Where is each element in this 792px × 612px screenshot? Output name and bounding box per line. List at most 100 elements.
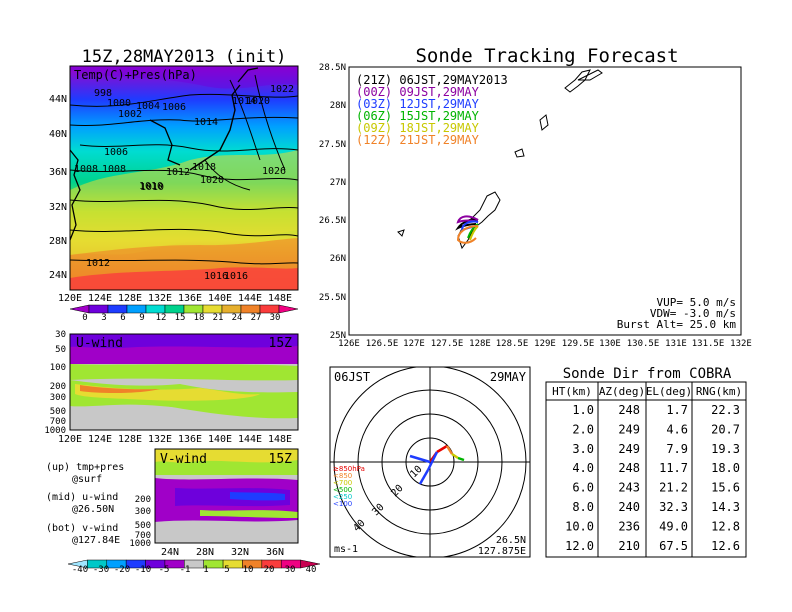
table-cell: 10.0 <box>565 519 594 533</box>
isobar-label: 1012 <box>166 167 190 178</box>
map-frame <box>69 65 299 291</box>
hodograph-segment <box>451 452 459 460</box>
hodograph-segment <box>436 444 448 454</box>
map-lat-tick: 24N <box>49 270 67 281</box>
sonde-tracks <box>455 215 479 244</box>
forecast-lon-tick: 131E <box>665 339 687 349</box>
table-cell: 32.3 <box>659 500 688 514</box>
forecast-lon-tick: 130.5E <box>627 339 660 349</box>
forecast-lon-tick: 126E <box>338 339 360 349</box>
wind-colorbar <box>67 559 321 569</box>
u-p-tick: 200 <box>50 382 66 392</box>
temp-cbar-swatch <box>145 304 166 314</box>
sonde-track <box>467 223 479 239</box>
u-lon-tick: 144E <box>238 434 262 445</box>
forecast-lon-tick: 132E <box>730 339 752 349</box>
wind-cbar-label: 30 <box>285 565 296 575</box>
wind-colorbar-labels: -40 -30 -20 -10 -5 -1 1 5 10 20 30 40 <box>72 565 317 575</box>
isobar-label: 1016 <box>224 271 248 282</box>
forecast-lat-tick: 25.5N <box>319 293 346 303</box>
polar-level-entry: <850 <box>333 472 352 480</box>
forecast-lat-tick: 26.5N <box>319 216 346 226</box>
table-cell: 20.7 <box>711 422 740 436</box>
u-p-tick: 700 <box>50 417 66 427</box>
v-p-tick: 1000 <box>129 539 151 549</box>
note-line: (mid) u-wind <box>46 492 118 503</box>
map-lat-ticks: 24N 28N 32N 36N 40N 44N <box>49 94 67 281</box>
table-cell: 1.7 <box>666 403 688 417</box>
forecast-lat-tick: 27.5N <box>319 140 346 150</box>
note-line: @26.50N <box>72 504 114 515</box>
forecast-params: VUP= 5.0 m/s VDW= -3.0 m/s Burst Alt= 25… <box>617 296 737 331</box>
temp-pressure-map: 15Z,28MAY2013 (init) <box>49 47 299 323</box>
isobar-label: 1004 <box>136 101 160 112</box>
isobar-labels: 998 1000 1002 1004 1006 1008 1010 1012 1… <box>74 84 294 282</box>
forecast-param: VUP= 5.0 m/s <box>657 296 736 309</box>
polar-lon: 127.875E <box>478 546 526 557</box>
isobar-label: 1012 <box>86 258 110 269</box>
hodograph-segment <box>445 445 454 455</box>
u-wind-panel: U-wind 15Z 30 50 100 200 300 500 700 100… <box>44 330 299 445</box>
isobar-label: 1010 <box>140 182 164 193</box>
forecast-lon-tick: 130E <box>599 339 621 349</box>
isobar-label: 1026 <box>262 166 286 177</box>
forecast-legend-entry: (06Z) 15JST,29MAY <box>356 109 480 123</box>
polar-level-entry: <100 <box>333 500 352 508</box>
sonde-track <box>456 225 479 244</box>
isobar-label: 998 <box>94 88 112 99</box>
map-lat-tick: 44N <box>49 94 67 105</box>
u-lon-tick: 148E <box>268 434 292 445</box>
note-line: @127.84E <box>72 535 120 546</box>
temp-cbar-swatch <box>164 304 185 314</box>
table-header: EL(deg) <box>646 385 692 398</box>
left-panel-title: 15Z,28MAY2013 (init) <box>82 47 287 67</box>
forecast-lon-tick: 129.5E <box>562 339 595 349</box>
forecast-lon-tick: 128.5E <box>496 339 529 349</box>
polar-lat: 26.5N <box>496 535 526 546</box>
forecast-lon-tick: 131.5E <box>692 339 725 349</box>
polar-level-entry: <250 <box>333 493 352 501</box>
isobar-label: 1008 <box>102 164 126 175</box>
wind-cbar-label: -30 <box>93 565 109 575</box>
isobar-label: 1016 <box>204 271 228 282</box>
map-lon-tick: 148E <box>268 293 292 304</box>
forecast-lat-tick: 26N <box>330 254 346 264</box>
hodograph-segments <box>409 444 465 485</box>
temp-cbar-label: 15 <box>175 313 186 323</box>
table-cell: 248 <box>618 403 640 417</box>
forecast-legend-entry: (00Z) 09JST,29MAY <box>356 85 480 99</box>
table-cell: 249 <box>618 422 640 436</box>
table-cell: 2.0 <box>572 422 594 436</box>
wind-cbar-label: -40 <box>72 565 88 575</box>
forecast-legend-entry: (09Z) 18JST,29MAY <box>356 121 480 135</box>
table-cell: 6.0 <box>572 481 594 495</box>
wind-cbar-label: 20 <box>264 565 275 575</box>
wind-cbar-label: -1 <box>180 565 191 575</box>
table-header: HT(km) <box>552 385 592 398</box>
panel-notes: (up) tmp+pres @surf (mid) u-wind @26.50N… <box>46 462 124 546</box>
table-cell: 19.3 <box>711 442 740 456</box>
temp-cbar-label: 3 <box>101 313 106 323</box>
forecast-lon-tick: 126.5E <box>366 339 399 349</box>
forecast-lon-tick: 127.5E <box>431 339 464 349</box>
polar-level-legend: ≥850hPa <850 <700 <500 <250 <100 <box>333 465 365 508</box>
v-wind-lat-ticks: 24N 28N 32N 36N <box>161 547 284 558</box>
isobar-label: 1008 <box>74 164 98 175</box>
isobar-label: 1018 <box>192 162 216 173</box>
table-cell: 4.0 <box>572 461 594 475</box>
forecast-lon-tick: 127E <box>403 339 425 349</box>
wind-cbar-label: -20 <box>114 565 130 575</box>
polar-level-entry: ≥850hPa <box>333 465 365 473</box>
table-cell: 67.5 <box>659 539 688 553</box>
temp-colorbar-labels: 0 3 6 9 12 15 18 21 24 27 30 <box>82 313 280 323</box>
u-p-tick: 300 <box>50 393 66 403</box>
table-cell: 14.3 <box>711 500 740 514</box>
temp-cbar-swatch <box>240 304 261 314</box>
table-cell: 12.0 <box>565 539 594 553</box>
map-lon-tick: 144E <box>238 293 262 304</box>
temp-cbar-label: 18 <box>194 313 205 323</box>
map-lon-tick: 140E <box>208 293 232 304</box>
temp-cbar-swatch <box>126 304 147 314</box>
table-cell: 12.6 <box>711 539 740 553</box>
table-cell: 18.0 <box>711 461 740 475</box>
